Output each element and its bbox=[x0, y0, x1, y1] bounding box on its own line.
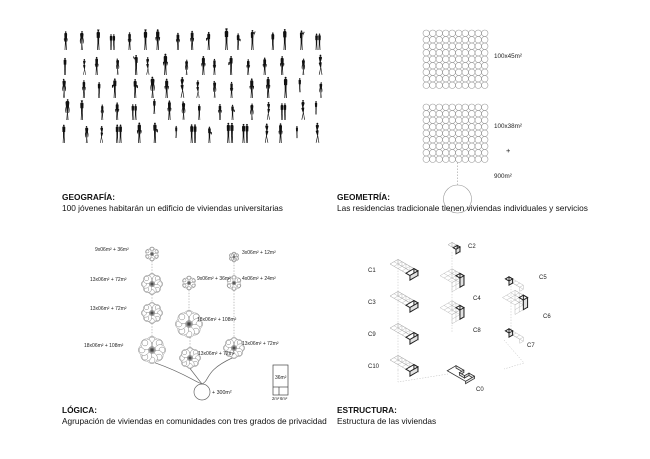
svg-text:C5: C5 bbox=[539, 275, 547, 281]
svg-text:C4: C4 bbox=[473, 296, 481, 302]
svg-text:C1: C1 bbox=[368, 268, 376, 274]
svg-text:C2: C2 bbox=[468, 244, 476, 250]
svg-text:C6: C6 bbox=[543, 314, 551, 320]
svg-text:C9: C9 bbox=[368, 332, 376, 338]
svg-text:C3: C3 bbox=[368, 300, 376, 306]
svg-text:C10: C10 bbox=[368, 364, 380, 370]
svg-text:C7: C7 bbox=[527, 343, 535, 349]
svg-text:C0: C0 bbox=[476, 387, 484, 393]
svg-text:C8: C8 bbox=[473, 328, 481, 334]
